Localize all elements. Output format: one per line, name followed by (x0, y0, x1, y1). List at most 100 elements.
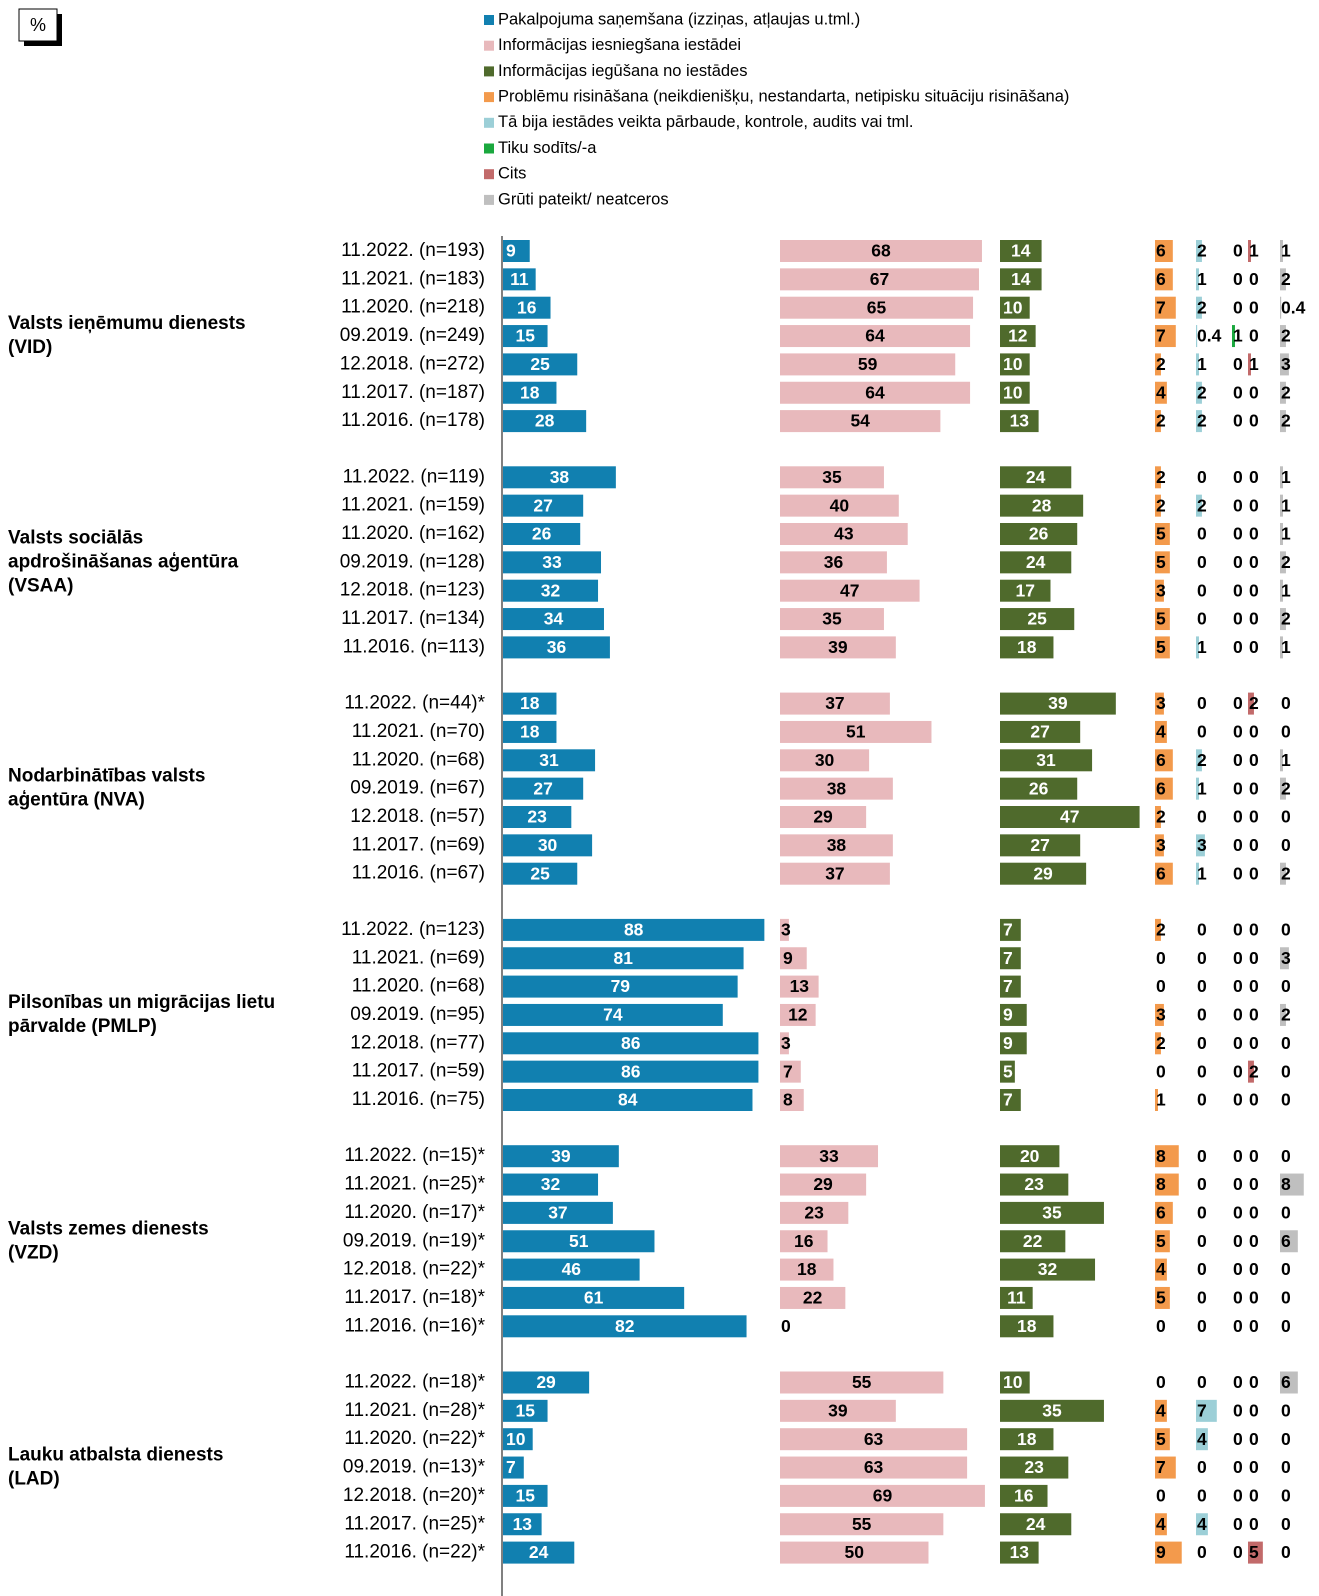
row-label: 09.2019. (n=67) (350, 778, 485, 799)
value-label: 23 (804, 1203, 824, 1223)
bar (1155, 353, 1161, 376)
bar (780, 975, 819, 998)
bar (1000, 410, 1039, 433)
value-label: 30 (538, 835, 558, 855)
group-label: Nodarbinātības valsts (8, 766, 205, 787)
value-label: 3 (1156, 580, 1166, 600)
bar (1000, 1089, 1021, 1111)
value-label: 3 (1281, 948, 1291, 968)
value-label: 38 (827, 778, 847, 798)
value-label: 65 (867, 297, 887, 317)
bar (1155, 381, 1167, 404)
value-label: 1 (1156, 1090, 1166, 1110)
value-label: 0 (1233, 524, 1243, 544)
value-label: 86 (621, 1061, 641, 1081)
group-label: (VID) (8, 337, 52, 358)
value-label: 0 (1281, 693, 1291, 713)
value-label: 2 (1281, 609, 1291, 629)
value-label: 33 (819, 1146, 839, 1166)
bar (780, 777, 893, 800)
value-label: 2 (1156, 467, 1166, 487)
value-label: 40 (830, 495, 850, 515)
legend-swatch (484, 92, 494, 103)
value-label: 0 (1233, 495, 1243, 515)
bar (503, 1428, 533, 1451)
value-label: 2 (1197, 750, 1207, 770)
value-label: 0 (1197, 552, 1207, 572)
value-label: 0 (1233, 1429, 1243, 1449)
bar (1155, 494, 1161, 517)
value-label: 0 (1197, 693, 1207, 713)
row-label: 11.2016. (n=113) (343, 636, 485, 657)
value-label: 47 (840, 580, 859, 600)
value-label: 0 (1281, 1090, 1291, 1110)
value-label: 4 (1156, 1514, 1166, 1534)
value-label: 20 (1020, 1146, 1040, 1166)
value-label: 82 (615, 1316, 635, 1336)
value-label: 31 (539, 750, 559, 770)
bar (1000, 551, 1072, 574)
value-label: 8 (1156, 1146, 1166, 1166)
bar (503, 1399, 548, 1422)
value-label: 2 (1281, 863, 1291, 883)
bar (780, 296, 974, 319)
value-label: 5 (1003, 1061, 1013, 1081)
bar (1196, 862, 1199, 885)
value-label: 18 (520, 693, 540, 713)
bar (503, 523, 581, 545)
bar (503, 1173, 599, 1196)
value-label: 9 (1156, 1542, 1166, 1562)
value-label: 6 (1156, 778, 1166, 798)
value-label: 24 (529, 1542, 549, 1562)
value-label: 0 (1281, 722, 1291, 742)
value-label: 0 (1281, 1429, 1291, 1449)
value-label: 0 (1233, 1203, 1243, 1223)
value-label: 0 (1281, 1486, 1291, 1506)
bar (1000, 1173, 1069, 1196)
value-label: 3 (1156, 1005, 1166, 1025)
value-label: 39 (1048, 693, 1068, 713)
value-label: 30 (815, 750, 835, 770)
value-label: 18 (520, 382, 540, 402)
value-label: 16 (1014, 1486, 1034, 1506)
value-label: 22 (1023, 1231, 1043, 1251)
value-label: 5 (1156, 609, 1166, 629)
legend-label: Tiku sodīts/-a (498, 139, 597, 157)
value-label: 8 (1281, 1174, 1291, 1194)
bar (1280, 862, 1286, 885)
bar (1196, 296, 1202, 319)
value-label: 36 (547, 637, 567, 657)
value-label: 25 (1027, 609, 1047, 629)
value-label: 0 (1249, 524, 1259, 544)
value-label: 64 (865, 326, 885, 346)
value-label: 2 (1156, 354, 1166, 374)
bar (1155, 551, 1170, 574)
bar (780, 1456, 968, 1479)
value-label: 23 (527, 807, 547, 827)
value-label: 0 (1249, 382, 1259, 402)
value-label: 0 (1281, 1400, 1291, 1420)
value-label: 17 (1016, 580, 1035, 600)
value-label: 0 (1249, 1033, 1259, 1053)
value-label: 28 (535, 411, 555, 431)
value-label: 5 (1156, 1231, 1166, 1251)
value-label: 25 (530, 354, 550, 374)
bar (1196, 381, 1202, 404)
value-label: 0 (1197, 722, 1207, 742)
value-label: 0 (1233, 1486, 1243, 1506)
value-label: 0 (1233, 948, 1243, 968)
value-label: 3 (1156, 835, 1166, 855)
row-label: 11.2022. (n=44)* (344, 693, 485, 714)
value-label: 0 (1233, 693, 1243, 713)
value-label: 26 (1029, 778, 1049, 798)
bar (780, 1258, 834, 1281)
value-label: 1 (1281, 241, 1291, 261)
bar (780, 1089, 804, 1111)
value-label: 1 (1197, 269, 1207, 289)
value-label: 2 (1281, 382, 1291, 402)
row-label: 12.2018. (n=77) (350, 1032, 485, 1053)
bar (780, 1201, 849, 1224)
row-label: 11.2022. (n=15)* (344, 1145, 485, 1166)
bar (503, 296, 551, 319)
